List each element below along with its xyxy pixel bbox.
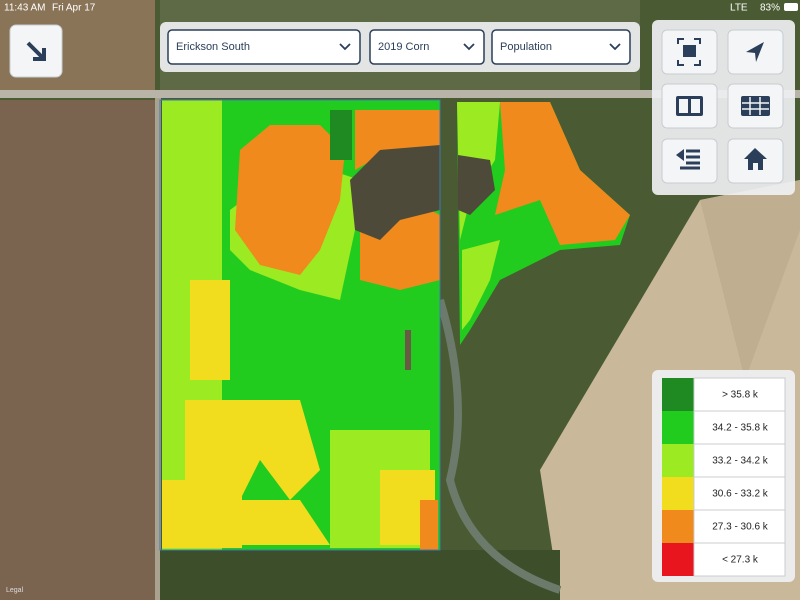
status-network: LTE [730,3,748,14]
split-icon [679,99,688,113]
legend-label: < 27.3 k [722,555,759,566]
legend-label: 30.6 - 33.2 k [712,489,769,500]
legend-swatch [662,444,694,477]
zone [162,480,242,548]
arrow-icon [26,41,46,61]
list-icon [676,149,684,161]
zone [240,500,330,545]
road [0,90,800,98]
legend-cell [693,476,786,511]
legend-cell [693,542,786,577]
list-icon [680,149,700,170]
field [0,100,155,600]
status-battery: 83% [760,3,780,14]
creek [436,298,562,594]
zone [420,500,438,550]
chevron-icon [339,43,351,51]
structure [405,330,411,370]
waterway [350,145,440,240]
dropdown-label: Population [500,41,552,53]
dropdown[interactable] [167,29,361,65]
waterway [458,155,495,215]
status-time: 11:43 AM [4,3,46,14]
home-icon [744,148,767,170]
legend-swatch [662,510,694,543]
field-boundary [159,99,441,551]
map-credit: Legal [6,587,24,594]
legend-swatch [662,411,694,444]
frame-icon [677,38,701,66]
legend-swatch [662,543,694,576]
dropdown[interactable] [369,29,485,65]
legend-label: > 35.8 k [722,390,759,401]
zone [457,102,630,345]
legend-swatch [662,477,694,510]
table-icon [742,97,769,115]
dropdown[interactable] [491,29,631,65]
legend-swatch [662,378,694,411]
road [155,98,161,600]
legend-cell [693,509,786,544]
zone [495,102,630,245]
chevron-icon [609,43,621,51]
frame-icon [683,45,696,57]
dropdown-label: 2019 Corn [378,41,429,53]
zone [190,280,230,380]
status-date: Fri Apr 17 [52,3,96,14]
legend-label: 33.2 - 34.2 k [712,456,769,467]
zone [330,110,352,160]
legend-label: 27.3 - 30.6 k [712,522,769,533]
battery-icon [784,3,798,11]
yield-layer [162,100,630,550]
zone [462,240,500,330]
chevron-icon [463,43,475,51]
legend-cell [693,443,786,478]
location-icon [746,42,764,62]
split-icon [691,99,700,113]
dropdown-label: Erickson South [176,41,250,53]
legend-cell [693,377,786,412]
field [700,180,800,380]
zone [235,125,345,275]
legend-label: 34.2 - 35.8 k [712,423,769,434]
layers-button[interactable] [661,138,718,184]
table-icon [741,96,770,116]
